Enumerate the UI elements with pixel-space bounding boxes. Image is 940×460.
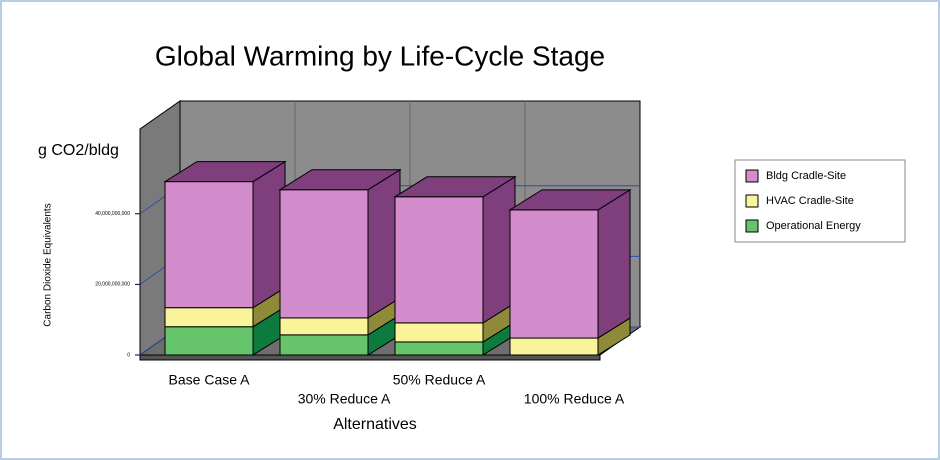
bar-top	[278, 169, 402, 191]
unit-label: g CO2/bldg	[38, 142, 119, 159]
bar-segment	[164, 307, 254, 328]
bar-segment	[509, 209, 599, 339]
bar-segment	[394, 341, 484, 356]
y-axis-label: Carbon Dioxide Equivalents	[43, 203, 54, 326]
y-tick-label: 20,000,000,000	[95, 282, 130, 288]
legend-label: Bldg Cradle-Site	[766, 170, 846, 182]
y-tick-label: 40,000,000,000	[95, 211, 130, 217]
bar-segment	[279, 334, 369, 356]
bar-top	[508, 189, 632, 211]
legend-swatch	[745, 194, 759, 208]
bar-segment	[394, 322, 484, 343]
bar-side	[597, 188, 631, 339]
x-tick-label: Base Case A	[169, 372, 251, 388]
bar-top	[163, 161, 287, 183]
x-tick-label: 50% Reduce A	[393, 372, 486, 388]
legend	[734, 159, 906, 243]
bar-segment	[164, 326, 254, 356]
bar-segment	[279, 317, 369, 336]
x-tick-label: 100% Reduce A	[524, 391, 625, 407]
chart-title: Global Warming by Life-Cycle Stage	[155, 40, 605, 71]
x-tick-label: 30% Reduce A	[298, 391, 391, 407]
y-tick-label: 0	[127, 352, 130, 358]
legend-label: Operational Energy	[766, 220, 861, 232]
legend-swatch	[745, 169, 759, 183]
legend-label: HVAC Cradle-Site	[766, 195, 854, 207]
legend-swatch	[745, 219, 759, 233]
bar-segment	[394, 196, 484, 324]
bar-segment	[279, 189, 369, 319]
floor-edge	[139, 354, 601, 361]
x-axis-label: Alternatives	[333, 416, 417, 433]
bar-top	[393, 176, 517, 198]
bar-segment	[509, 337, 599, 356]
bar-segment	[164, 181, 254, 309]
